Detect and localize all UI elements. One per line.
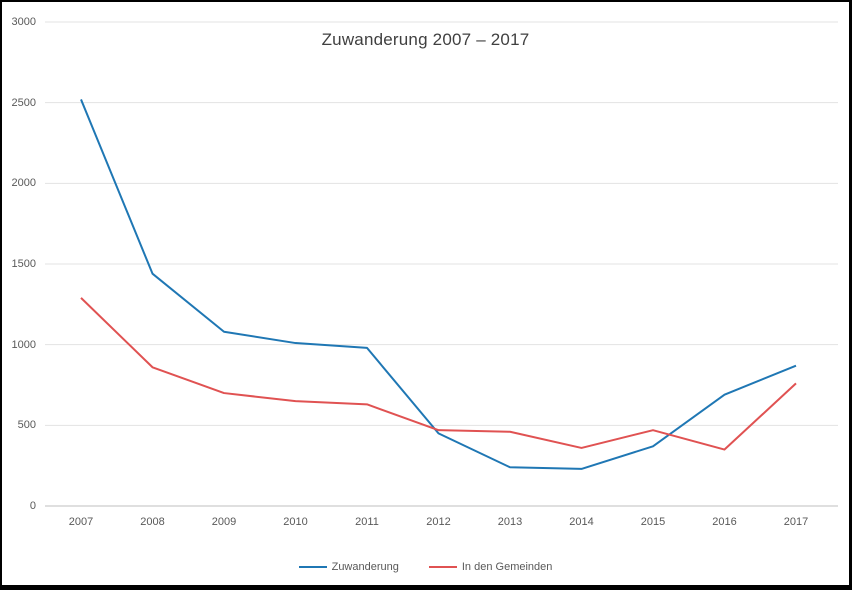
legend-item-zuwanderung: Zuwanderung (298, 561, 399, 573)
chart-legend: Zuwanderung In den Gemeinden (2, 561, 849, 573)
legend-label-in-den-gemeinden: In den Gemeinden (461, 561, 553, 573)
legend-item-in-den-gemeinden: In den Gemeinden (428, 561, 553, 573)
series-line-zuwanderung (80, 99, 797, 470)
legend-line-sample-in-den-gemeinden (428, 566, 457, 568)
legend-label-zuwanderung: Zuwanderung (331, 561, 399, 573)
legend-line-sample-zuwanderung (298, 566, 327, 568)
chart-title: Zuwanderung 2007 – 2017 (321, 30, 530, 49)
series-line-in-den-gemeinden (80, 297, 797, 451)
